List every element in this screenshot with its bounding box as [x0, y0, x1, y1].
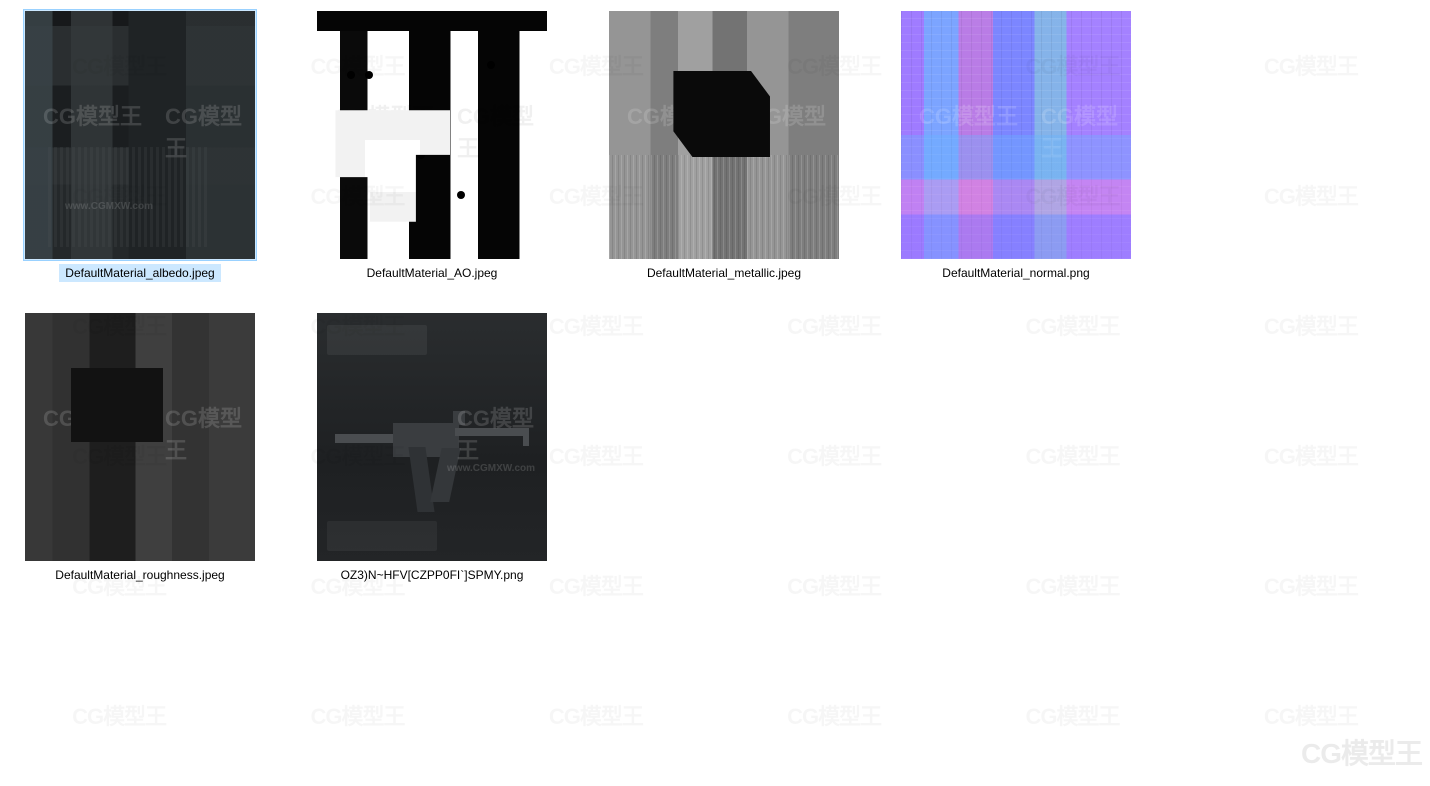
gun-render-icon [335, 412, 528, 472]
thumbnail-frame: CG模型王 CG模型王 [24, 312, 256, 562]
watermark-url: www.CGMXW.com [65, 201, 153, 212]
file-grid: CG模型王 CG模型王 www.CGMXW.com DefaultMateria… [0, 0, 1430, 594]
file-label: DefaultMaterial_roughness.jpeg [49, 566, 230, 584]
file-item-ao[interactable]: CG模型王 CG模型王 DefaultMaterial_AO.jpeg [316, 10, 548, 282]
watermark-text: CG模型王 [43, 99, 142, 131]
thumbnail-frame: CG模型王 www.CGMXW.com [316, 312, 548, 562]
file-label: DefaultMaterial_normal.png [936, 264, 1095, 282]
watermark-text: CG模型王 [43, 401, 142, 433]
watermark-text: CG模型王 [919, 99, 1018, 131]
file-item-roughness[interactable]: CG模型王 CG模型王 DefaultMaterial_roughness.jp… [24, 312, 256, 584]
thumbnail-image: CG模型王 CG模型王 [317, 11, 547, 259]
file-label: DefaultMaterial_AO.jpeg [361, 264, 504, 282]
thumbnail-frame: CG模型王 CG模型王 [608, 10, 840, 260]
thumbnail-image: CG模型王 www.CGMXW.com [317, 313, 547, 561]
file-item-normal[interactable]: CG模型王 CG模型王 DefaultMaterial_normal.png [900, 10, 1132, 282]
file-item-render[interactable]: CG模型王 www.CGMXW.com OZ3)N~HFV[CZPP0FI`]S… [316, 312, 548, 584]
thumbnail-frame: CG模型王 CG模型王 [316, 10, 548, 260]
watermark-text: CG模型王 [627, 99, 726, 131]
thumbnail-frame: CG模型王 CG模型王 [900, 10, 1132, 260]
thumbnail-image: CG模型王 CG模型王 [25, 313, 255, 561]
thumbnail-image: CG模型王 CG模型王 [901, 11, 1131, 259]
thumbnail-image: CG模型王 CG模型王 [609, 11, 839, 259]
thumbnail-image: CG模型王 CG模型王 www.CGMXW.com [25, 11, 255, 259]
watermark-text: CG模型王 [749, 99, 839, 163]
watermark-text: CG模型王 [165, 401, 255, 465]
watermark-text: CG模型王 [1041, 99, 1131, 163]
file-label: DefaultMaterial_metallic.jpeg [641, 264, 807, 282]
corner-watermark: CG模型王 [1301, 732, 1422, 772]
file-label: DefaultMaterial_albedo.jpeg [59, 264, 220, 282]
file-label: OZ3)N~HFV[CZPP0FI`]SPMY.png [335, 566, 530, 584]
watermark-text: CG模型王 [165, 99, 255, 163]
file-item-metallic[interactable]: CG模型王 CG模型王 DefaultMaterial_metallic.jpe… [608, 10, 840, 282]
thumbnail-frame: CG模型王 CG模型王 www.CGMXW.com [24, 10, 256, 260]
file-item-albedo[interactable]: CG模型王 CG模型王 www.CGMXW.com DefaultMateria… [24, 10, 256, 282]
